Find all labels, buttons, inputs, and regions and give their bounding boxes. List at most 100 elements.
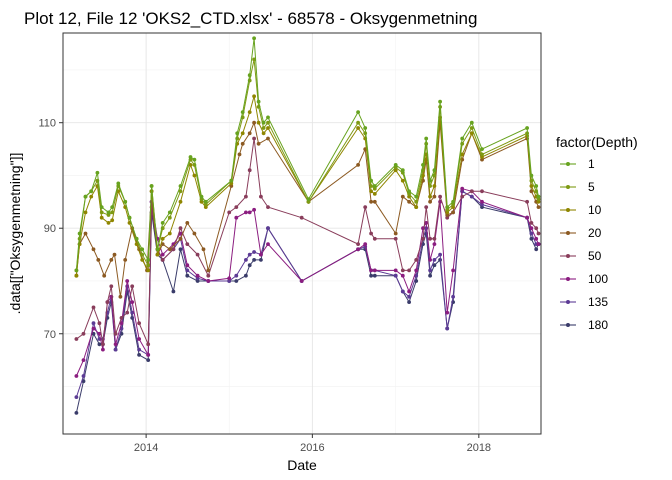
data-point: [432, 173, 437, 178]
data-point: [252, 94, 256, 99]
data-point: [369, 184, 373, 188]
data-point: [480, 199, 484, 204]
data-point: [428, 178, 432, 183]
data-point: [81, 331, 86, 336]
data-point: [400, 194, 405, 199]
data-point: [244, 258, 248, 262]
data-point: [266, 120, 270, 125]
data-point: [252, 36, 256, 41]
data-point: [438, 252, 442, 257]
data-point: [137, 321, 142, 326]
data-point: [372, 186, 377, 191]
data-point: [372, 268, 377, 273]
data-point: [428, 258, 432, 262]
data-point: [146, 258, 151, 262]
data-point: [125, 279, 130, 283]
data-point: [99, 205, 104, 210]
data-point: [185, 242, 190, 247]
data-point: [407, 189, 411, 194]
legend-label: 10: [588, 203, 602, 217]
data-point: [118, 294, 123, 299]
data-point: [252, 136, 256, 141]
legend-label: 20: [588, 226, 602, 240]
data-point: [414, 258, 419, 262]
data-point: [424, 221, 429, 225]
data-point: [369, 268, 373, 273]
data-point: [536, 194, 541, 199]
data-point: [480, 189, 484, 194]
chart-title: Plot 12, File 12 'OKS2_CTD.xlsx' - 68578…: [24, 9, 477, 28]
x-tick-label: 2014: [134, 442, 158, 454]
data-point: [438, 194, 442, 199]
data-point: [529, 189, 534, 194]
data-point: [529, 236, 534, 241]
data-point: [393, 163, 398, 167]
data-point: [400, 168, 405, 173]
x-axis: 2014 2016 2018: [134, 434, 491, 454]
data-point: [480, 205, 484, 210]
data-point: [414, 194, 419, 199]
data-point: [428, 184, 432, 188]
data-point: [432, 258, 437, 262]
data-point: [529, 226, 534, 231]
data-point: [244, 194, 248, 199]
data-point: [256, 141, 261, 146]
data-point: [123, 199, 128, 204]
data-point: [469, 131, 474, 136]
data-point: [372, 184, 377, 188]
data-point: [306, 197, 311, 202]
data-point: [480, 157, 484, 162]
panel-border: [62, 32, 542, 435]
data-point: [428, 273, 432, 278]
data-point: [247, 168, 252, 173]
data-point: [525, 199, 529, 204]
data-point: [414, 199, 419, 204]
data-point: [372, 192, 377, 196]
data-point: [155, 247, 160, 252]
data-point: [110, 205, 115, 210]
data-point: [203, 202, 208, 207]
data-point: [256, 99, 261, 104]
data-point: [83, 210, 88, 215]
data-point: [99, 210, 104, 215]
data-point: [125, 310, 130, 315]
data-point: [130, 284, 135, 289]
legend-item-100: 100: [560, 272, 608, 286]
data-point: [229, 181, 234, 186]
data-point: [113, 342, 118, 347]
data-point: [167, 247, 172, 252]
data-point: [160, 236, 165, 241]
data-point: [160, 258, 165, 262]
legend-key-point: [566, 208, 570, 212]
data-point: [102, 273, 107, 278]
data-point: [178, 236, 183, 241]
data-point: [149, 184, 154, 188]
data-point: [146, 358, 151, 362]
data-point: [534, 247, 539, 252]
data-point: [91, 247, 96, 252]
data-point: [119, 321, 124, 326]
data-point: [206, 279, 211, 283]
data-point: [407, 300, 411, 304]
legend-item-50: 50: [560, 249, 602, 263]
data-point: [137, 353, 142, 357]
data-point: [451, 202, 455, 207]
data-point: [534, 184, 539, 188]
data-point: [130, 300, 135, 304]
data-point: [266, 205, 270, 210]
data-point: [109, 284, 114, 289]
data-point: [480, 152, 484, 157]
data-point: [266, 126, 270, 130]
data-point: [445, 205, 450, 210]
data-point: [229, 178, 234, 183]
legend-item-135: 135: [560, 295, 608, 309]
data-point: [97, 342, 102, 347]
panel-background: [63, 33, 541, 434]
data-point: [252, 207, 256, 212]
data-point: [261, 126, 266, 130]
data-point: [247, 263, 252, 268]
data-point: [261, 120, 266, 125]
data-point: [91, 326, 96, 331]
data-point: [130, 310, 135, 315]
data-point: [432, 194, 437, 199]
